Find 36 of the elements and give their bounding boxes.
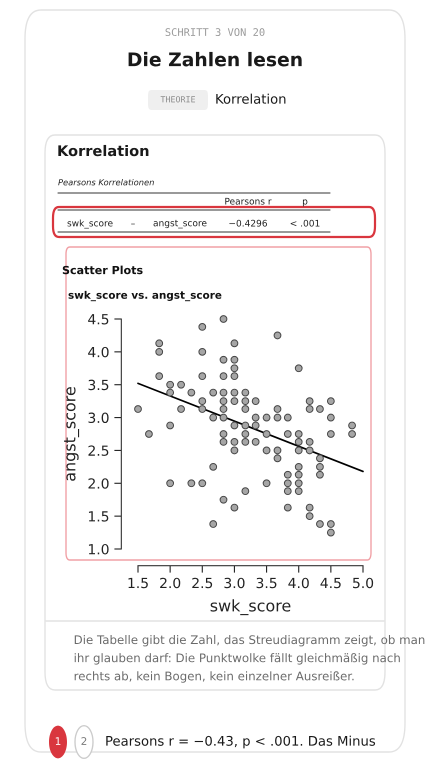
text: Korrelation	[58, 144, 148, 156]
y-tick-label: 1.0	[88, 544, 109, 554]
text: Pearsons r = −0.43, p < .001. Das Minus	[106, 736, 376, 748]
text: 2	[81, 737, 86, 745]
x-tick-label: 3.5	[256, 578, 276, 588]
x-tick-label: 5.0	[353, 578, 374, 588]
text: swk_score	[67, 220, 113, 228]
x-tick-label: 4.5	[320, 578, 341, 588]
text: Die Tabelle gibt die Zahl, das Streudiagramm zeigt, ob man ihr glauben darf: Die Punktwolke fällt gleichmäßig nach rechts ab, kein Bogen, kein einzelner Ausreißer.	[74, 635, 424, 683]
x-tick-label: 1.5	[128, 578, 148, 588]
x-axis-title: swk_score	[210, 599, 290, 616]
text: Pearsons Korrelationen	[58, 178, 154, 186]
text: Scatter Plots	[62, 266, 143, 274]
text: Pearsons r	[225, 198, 272, 205]
text: SCHRITT 3 VON 20	[166, 28, 264, 36]
x-tick-label: 4.0	[288, 578, 309, 588]
text: THEORIE	[160, 96, 196, 102]
x-tick-label: 2.0	[160, 578, 180, 588]
text: < .001	[290, 220, 320, 227]
x-tick-label: 2.5	[192, 578, 212, 588]
text: Korrelation	[216, 94, 286, 104]
y-tick-label: 1.5	[88, 511, 108, 522]
chart-title: swk_score vs. angst_score	[68, 290, 222, 302]
y-axis-title: angst_score	[64, 387, 80, 481]
y-tick-label: 2.0	[88, 478, 109, 489]
x-tick-label: 3.0	[224, 578, 245, 588]
text: 1	[56, 737, 60, 745]
text: Die Zahlen lesen	[128, 52, 302, 66]
y-tick-label: 4.5	[88, 314, 108, 324]
text: p	[302, 199, 308, 206]
y-tick-label: 4.0	[88, 346, 109, 358]
text: angst_score	[154, 220, 207, 228]
y-tick-label: 3.5	[88, 380, 108, 390]
y-tick-label: 3.0	[88, 412, 109, 424]
text: −0.4296	[229, 220, 268, 227]
y-tick-label: 2.5	[88, 445, 108, 456]
